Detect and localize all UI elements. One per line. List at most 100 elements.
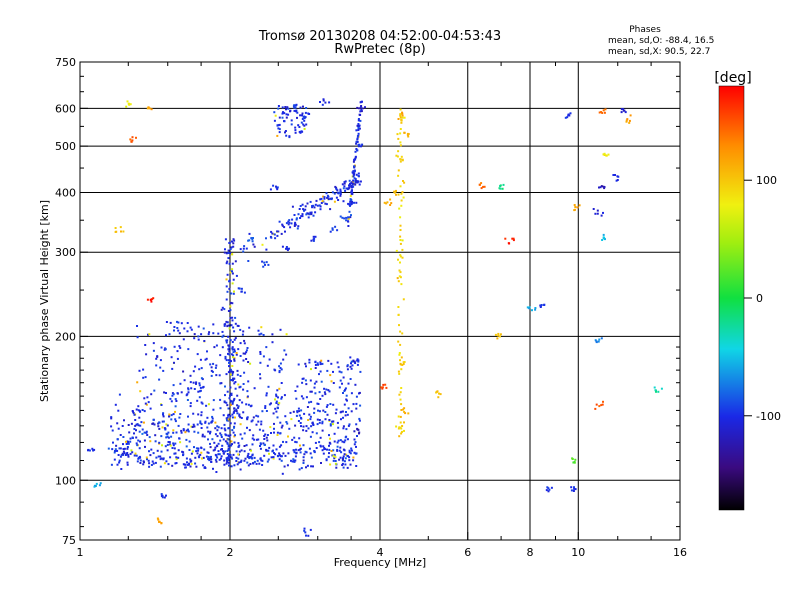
data-point bbox=[233, 359, 236, 362]
data-point bbox=[162, 458, 165, 461]
data-point bbox=[139, 462, 142, 464]
data-point bbox=[274, 369, 277, 372]
data-point bbox=[224, 323, 227, 326]
data-point bbox=[395, 249, 398, 252]
data-point bbox=[319, 208, 322, 211]
data-point bbox=[343, 390, 346, 392]
data-point bbox=[272, 233, 275, 236]
data-point bbox=[149, 407, 152, 410]
data-point bbox=[345, 216, 348, 219]
data-point bbox=[328, 448, 331, 451]
data-point bbox=[145, 353, 148, 356]
data-point bbox=[286, 464, 289, 467]
data-point bbox=[293, 104, 296, 107]
data-point bbox=[196, 452, 199, 455]
data-point bbox=[234, 260, 237, 263]
data-point bbox=[294, 106, 297, 109]
data-point bbox=[223, 463, 226, 466]
data-point bbox=[237, 442, 240, 445]
data-point bbox=[251, 238, 254, 241]
data-point bbox=[227, 454, 230, 457]
data-point bbox=[273, 111, 276, 114]
data-point bbox=[245, 403, 248, 406]
data-point bbox=[285, 108, 287, 111]
data-point bbox=[213, 448, 216, 451]
data-point bbox=[205, 357, 208, 360]
data-point bbox=[400, 387, 403, 389]
data-point bbox=[163, 496, 166, 499]
data-point bbox=[312, 238, 315, 241]
data-point bbox=[192, 370, 195, 373]
data-point bbox=[245, 358, 248, 360]
data-point bbox=[310, 400, 313, 403]
data-point bbox=[397, 340, 400, 343]
data-point bbox=[283, 465, 286, 468]
data-point bbox=[576, 206, 579, 209]
data-point bbox=[272, 457, 275, 460]
data-point bbox=[225, 359, 228, 362]
data-point bbox=[344, 414, 347, 417]
data-point bbox=[159, 465, 162, 468]
data-point bbox=[598, 338, 601, 341]
data-point bbox=[229, 271, 232, 274]
data-point bbox=[397, 193, 400, 196]
data-point bbox=[602, 185, 605, 188]
data-point bbox=[146, 298, 149, 301]
data-point bbox=[138, 369, 141, 372]
data-point bbox=[227, 310, 230, 312]
data-point bbox=[335, 466, 338, 469]
data-point bbox=[628, 119, 631, 122]
data-point bbox=[315, 432, 318, 435]
data-point bbox=[301, 215, 304, 218]
data-point bbox=[230, 400, 233, 403]
data-point bbox=[327, 198, 330, 201]
data-point bbox=[237, 325, 240, 327]
data-point bbox=[262, 355, 265, 358]
data-point bbox=[314, 211, 317, 214]
data-point bbox=[197, 447, 200, 450]
data-point bbox=[200, 427, 203, 429]
data-point bbox=[399, 276, 402, 279]
data-point bbox=[573, 461, 576, 464]
data-point bbox=[403, 410, 406, 413]
data-point bbox=[400, 155, 403, 158]
data-point bbox=[195, 450, 198, 453]
data-point bbox=[296, 385, 299, 388]
data-point bbox=[114, 227, 117, 229]
data-point bbox=[227, 458, 230, 461]
data-point bbox=[266, 364, 269, 367]
data-point bbox=[253, 456, 256, 459]
data-point bbox=[380, 386, 383, 389]
data-point bbox=[173, 452, 176, 455]
data-point bbox=[594, 339, 597, 342]
data-point bbox=[345, 187, 348, 190]
data-point bbox=[326, 448, 328, 451]
data-point bbox=[263, 438, 266, 440]
data-point bbox=[193, 333, 196, 336]
data-point bbox=[206, 416, 209, 419]
data-point bbox=[624, 111, 627, 114]
data-point bbox=[282, 358, 285, 361]
data-point bbox=[262, 334, 265, 336]
data-point bbox=[353, 438, 356, 441]
data-point bbox=[357, 127, 360, 130]
data-point bbox=[133, 454, 136, 457]
data-point bbox=[232, 431, 235, 434]
data-point bbox=[318, 204, 321, 207]
data-point bbox=[165, 494, 167, 497]
data-point bbox=[252, 462, 255, 465]
data-point bbox=[341, 464, 344, 466]
data-point bbox=[229, 386, 232, 389]
data-point bbox=[572, 490, 575, 492]
data-point bbox=[114, 403, 117, 406]
data-point bbox=[260, 420, 263, 423]
data-point bbox=[329, 463, 332, 466]
data-point bbox=[397, 314, 400, 316]
data-point bbox=[349, 378, 352, 380]
data-point bbox=[262, 265, 265, 268]
data-point bbox=[157, 455, 160, 458]
data-point bbox=[354, 156, 357, 159]
data-point bbox=[220, 436, 223, 438]
data-point bbox=[127, 424, 130, 426]
data-point bbox=[397, 169, 400, 172]
